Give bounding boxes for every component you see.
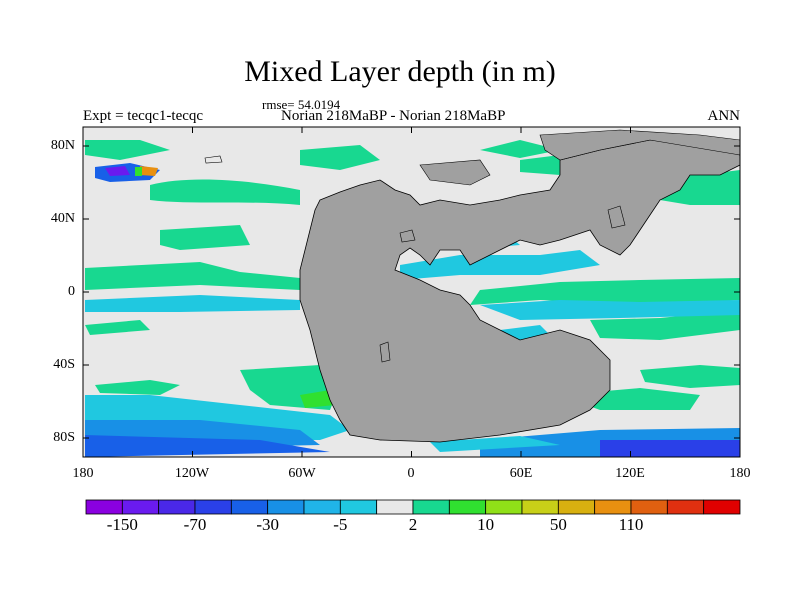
lon-label-60w: 60W	[288, 466, 316, 481]
colorbar-swatch	[267, 499, 305, 515]
colorbar-swatch	[485, 499, 523, 515]
lat-label-80s: 80S	[53, 430, 75, 445]
period-label: Norian 218MaBP - Norian 218MaBP	[281, 108, 506, 124]
lon-label-180e: 180	[729, 466, 751, 481]
colorbar-swatch	[376, 499, 414, 515]
colorbar-label: -30	[256, 515, 279, 534]
colorbar-swatch	[230, 499, 269, 515]
colorbar-swatch	[303, 499, 341, 515]
colorbar-swatch	[557, 499, 596, 515]
lat-label-40n: 40N	[50, 211, 75, 226]
colorbar-swatch	[85, 499, 123, 515]
colorbar	[85, 499, 741, 515]
rmse-label: rmse= 54.0194	[262, 97, 341, 112]
colorbar-swatch	[521, 499, 559, 515]
season-label: ANN	[707, 108, 741, 124]
plot-title: Mixed Layer depth (in m)	[244, 55, 556, 88]
colorbar-swatch	[194, 499, 232, 515]
map-field	[83, 127, 740, 457]
lat-label-40s: 40S	[53, 357, 75, 372]
colorbar-swatch	[703, 499, 741, 515]
colorbar-label: 2	[408, 515, 418, 534]
lon-label-60e: 60E	[509, 466, 533, 481]
colorbar-swatch	[666, 499, 705, 515]
lon-label-120w: 120W	[174, 466, 210, 481]
colorbar-swatch	[630, 499, 668, 515]
lon-label-180w: 180	[72, 466, 94, 481]
lat-label-80n: 80N	[50, 138, 75, 153]
lon-label-0: 0	[407, 466, 415, 481]
colorbar-label: 50	[549, 515, 567, 534]
colorbar-swatch	[121, 499, 160, 515]
lon-label-120e: 120E	[615, 466, 645, 481]
colorbar-swatch	[339, 499, 378, 515]
colorbar-swatch	[448, 499, 487, 515]
colorbar-label: -5	[333, 515, 348, 534]
colorbar-swatch	[158, 499, 196, 515]
colorbar-swatch	[594, 499, 632, 515]
colorbar-label: 10	[477, 515, 495, 534]
colorbar-label: -70	[183, 515, 207, 534]
colorbar-label: -150	[106, 515, 138, 534]
colorbar-label: 110	[618, 515, 644, 534]
land-mass	[299, 139, 740, 443]
colorbar-swatch	[412, 499, 450, 515]
lat-label-0: 0	[68, 284, 75, 299]
axis-ticks	[82, 127, 741, 457]
experiment-label: Expt = tecqc1-tecqc	[83, 108, 204, 124]
